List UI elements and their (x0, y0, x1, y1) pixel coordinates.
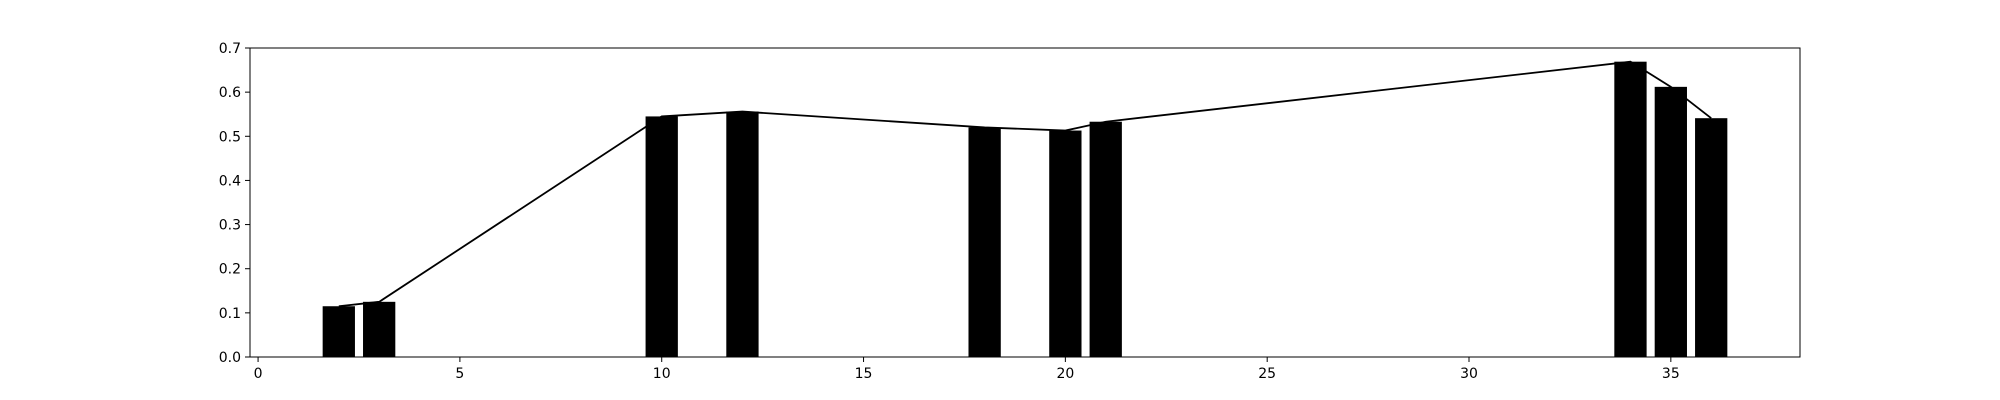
y-axis: 0.0 0.1 0.2 0.3 0.4 0.5 0.6 0.7 (219, 41, 250, 366)
y-tick-label: 0.1 (219, 306, 241, 322)
bar-6 (1049, 130, 1082, 357)
bars (322, 61, 1728, 358)
bar-8 (1614, 61, 1647, 357)
y-tick-label: 0.7 (219, 41, 241, 57)
trend-line (338, 60, 1712, 308)
x-tick-label: 25 (1258, 366, 1276, 382)
x-tick-label: 10 (653, 366, 671, 382)
bar-2 (363, 301, 396, 357)
trend-line-layer (338, 60, 1712, 308)
bar-5 (968, 127, 1001, 357)
y-tick-label: 0.2 (219, 262, 241, 278)
x-tick-label: 5 (455, 366, 464, 382)
bar-7 (1089, 121, 1122, 358)
bar-9 (1654, 86, 1687, 358)
x-tick-label: 15 (855, 366, 873, 382)
bar-3 (645, 116, 678, 358)
x-tick-label: 35 (1662, 366, 1680, 382)
y-tick-label: 0.0 (219, 350, 241, 366)
bar-4 (726, 111, 759, 358)
y-tick-label: 0.4 (219, 173, 241, 189)
y-tick-label: 0.3 (219, 218, 241, 234)
x-tick-label: 0 (254, 366, 263, 382)
x-tick-label: 20 (1056, 366, 1074, 382)
x-axis: 0 5 10 15 20 25 30 35 (254, 357, 1680, 382)
bar-1 (322, 306, 355, 357)
x-tick-label: 30 (1460, 366, 1478, 382)
y-tick-label: 0.5 (219, 129, 241, 145)
plot-frame (249, 47, 1801, 358)
bar-10 (1695, 118, 1728, 358)
y-tick-label: 0.6 (219, 85, 241, 101)
